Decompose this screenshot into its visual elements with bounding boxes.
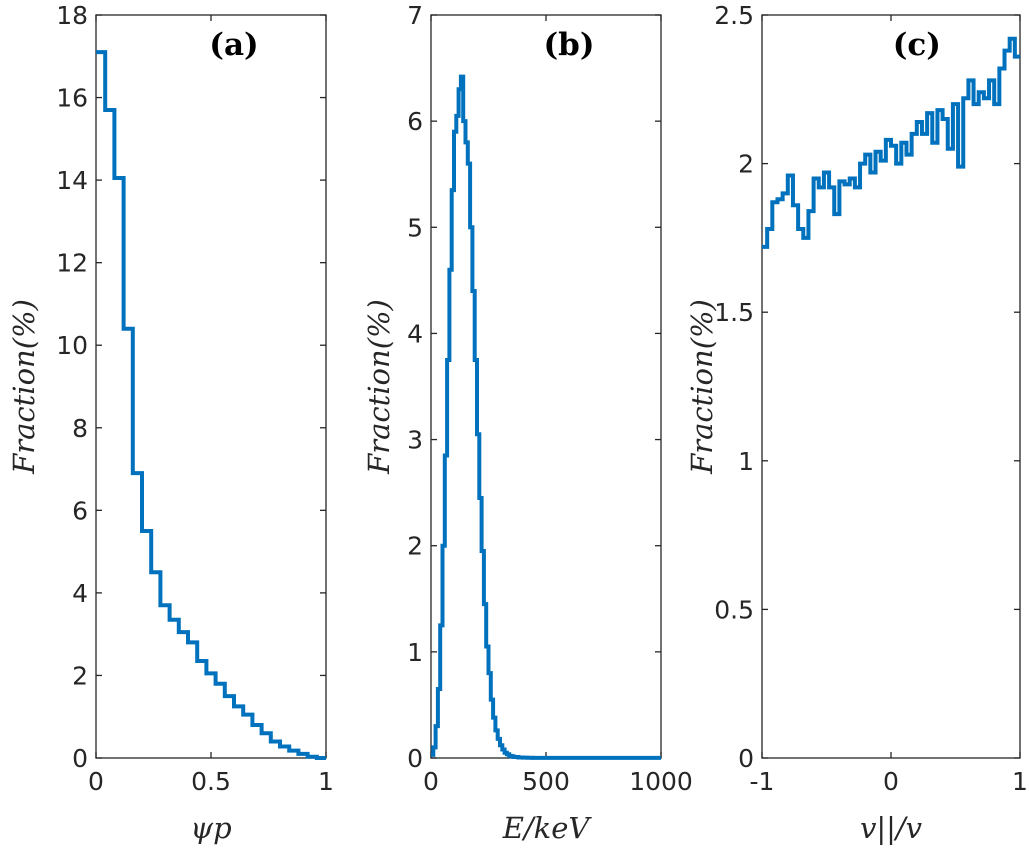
x-tick-label: 1 [318, 767, 334, 796]
y-tick-label: 1.5 [714, 298, 754, 327]
data-series-line [762, 36, 1020, 249]
y-axis-label: Fraction(%) [7, 299, 41, 475]
y-tick-label: 14 [56, 166, 88, 195]
y-tick-label: 12 [56, 249, 88, 278]
y-tick-label: 0 [407, 744, 423, 773]
x-axis-label: v||/v [860, 811, 923, 845]
y-tick-label: 2 [738, 150, 754, 179]
panel-label: (b) [543, 27, 594, 63]
x-tick-label: -1 [750, 767, 775, 796]
x-axis-label: ψp [190, 811, 231, 845]
x-tick-label: 1000 [629, 767, 693, 796]
y-tick-label: 10 [56, 331, 88, 360]
data-series-line [96, 50, 326, 760]
y-tick-label: 2.5 [714, 1, 754, 30]
y-tick-label: 0 [738, 744, 754, 773]
x-tick-label: 1 [1012, 767, 1028, 796]
y-tick-label: 5 [407, 213, 423, 242]
x-tick-label: 500 [522, 767, 570, 796]
y-tick-label: 2 [407, 532, 423, 561]
chart-panel-2: 0 1 2 3 4 5 6 7 0 500 1000 E/keV Fraction(%) (b) [362, 1, 693, 845]
x-tick-label: 0 [883, 767, 899, 796]
y-tick-label: 4 [407, 319, 423, 348]
panel-label: (a) [209, 27, 258, 63]
y-tick-label: 6 [407, 107, 423, 136]
plot-frame [95, 14, 327, 759]
y-tick-label: 0.5 [714, 595, 754, 624]
chart-panel-1: 0 2 4 6 8 10 12 14 16 18 0 0.5 1 ψp Fraction(%) (a) [7, 1, 334, 845]
y-tick-label: 4 [72, 579, 88, 608]
y-tick-label: 0 [72, 744, 88, 773]
y-tick-label: 8 [72, 414, 88, 443]
y-axis-label: Fraction(%) [362, 299, 396, 475]
x-axis-label: E/keV [502, 811, 593, 845]
plot-frame [761, 14, 1021, 759]
y-tick-label: 3 [407, 426, 423, 455]
y-tick-label: 6 [72, 496, 88, 525]
panel-label: (c) [893, 27, 941, 63]
y-tick-label: 1 [738, 447, 754, 476]
y-tick-label: 2 [72, 661, 88, 690]
x-tick-label: 0 [423, 767, 439, 796]
y-tick-label: 16 [56, 84, 88, 113]
data-series-line [431, 74, 661, 760]
y-tick-label: 1 [407, 638, 423, 667]
y-tick-label: 7 [407, 1, 423, 30]
y-axis-label: Fraction(%) [685, 299, 719, 475]
x-tick-label: 0.5 [191, 767, 231, 796]
x-tick-label: 0 [88, 767, 104, 796]
y-tick-label: 18 [56, 1, 88, 30]
